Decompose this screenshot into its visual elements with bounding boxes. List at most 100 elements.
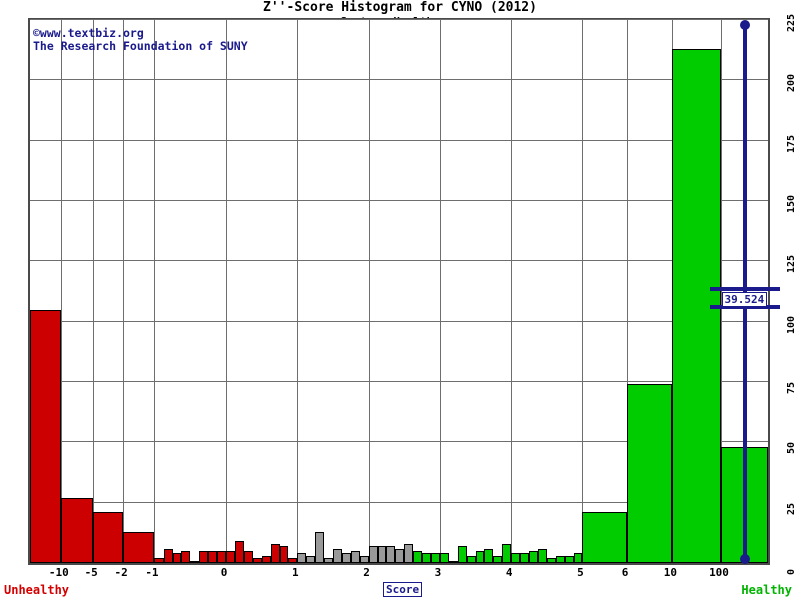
y-tick-label: 25 xyxy=(786,502,797,515)
y-tick-label: 150 xyxy=(786,194,797,213)
grid-line-vertical xyxy=(582,20,584,563)
histogram-bar xyxy=(123,531,154,563)
histogram-bar xyxy=(199,550,209,563)
y-tick-label: 125 xyxy=(786,255,797,274)
histogram-bar xyxy=(332,548,342,563)
grid-line-horizontal xyxy=(30,441,768,443)
histogram-bar xyxy=(546,558,556,563)
histogram-bar xyxy=(279,546,289,563)
histogram-bar xyxy=(502,543,512,563)
histogram-bar xyxy=(163,548,173,563)
histogram-bar xyxy=(217,550,227,563)
histogram-bar xyxy=(270,543,280,563)
histogram-bar xyxy=(582,512,628,563)
histogram-bar xyxy=(368,546,378,563)
grid-line-vertical xyxy=(123,20,125,563)
histogram-bar xyxy=(30,309,61,563)
histogram-bar xyxy=(306,555,316,563)
grid-line-horizontal xyxy=(30,501,768,503)
histogram-bar xyxy=(234,541,244,563)
histogram-bar xyxy=(466,555,476,563)
y-tick-label: 200 xyxy=(786,74,797,93)
histogram-bar xyxy=(377,546,387,563)
x-tick-label: 100 xyxy=(709,566,729,579)
histogram-bar xyxy=(386,546,396,563)
marker-cap-lower xyxy=(709,304,780,309)
histogram-bar xyxy=(413,550,423,563)
histogram-bar xyxy=(564,555,574,563)
x-tick-label: 6 xyxy=(621,566,629,579)
histogram-bar xyxy=(93,512,124,563)
histogram-bar xyxy=(181,550,191,563)
y-tick-label: 50 xyxy=(786,442,797,455)
histogram-bar xyxy=(439,553,449,563)
histogram-bar xyxy=(261,555,271,563)
histogram-bar xyxy=(573,553,583,563)
histogram-bar xyxy=(395,548,405,563)
grid-line-horizontal xyxy=(30,139,768,141)
histogram-bar xyxy=(190,560,200,563)
grid-line-vertical xyxy=(226,20,228,563)
histogram-bar xyxy=(475,550,485,563)
bars-layer xyxy=(30,20,768,563)
histogram-bar xyxy=(243,550,253,563)
plot-area: 39.524 xyxy=(28,18,780,565)
x-axis-title: Score xyxy=(383,582,423,597)
x-tick-label: 3 xyxy=(434,566,442,579)
histogram-bar xyxy=(172,553,182,563)
x-tick-label: -5 xyxy=(84,566,98,579)
histogram-bar xyxy=(208,550,218,563)
histogram-bar xyxy=(520,553,530,563)
x-tick-label: 0 xyxy=(220,566,228,579)
grid-line-horizontal xyxy=(30,19,768,20)
y-tick-label: 75 xyxy=(786,381,797,394)
histogram-bar xyxy=(288,558,298,563)
histogram-bar xyxy=(60,497,94,563)
grid-line-vertical xyxy=(297,20,299,563)
grid-line-vertical xyxy=(721,20,722,563)
histogram-bar xyxy=(555,555,565,563)
y-tick-label: 175 xyxy=(786,134,797,153)
grid-line-vertical xyxy=(368,20,370,563)
histogram-bar xyxy=(422,553,431,563)
histogram-bar xyxy=(457,546,467,563)
marker-cap-upper xyxy=(709,286,780,291)
histogram-bar xyxy=(341,553,351,563)
histogram-bar xyxy=(153,558,164,563)
x-tick-label: 10 xyxy=(663,566,678,579)
x-tick-label: -10 xyxy=(48,566,69,579)
histogram-bar xyxy=(324,558,333,563)
marker-dot-bottom xyxy=(739,554,750,564)
x-tick-label: 2 xyxy=(363,566,370,579)
histogram-bar xyxy=(484,548,494,563)
grid-line-vertical xyxy=(153,20,155,563)
unhealthy-label: Unhealthy xyxy=(4,583,70,597)
chart-title: Z''-Score Histogram for CYNO (2012) xyxy=(263,0,537,15)
copyright-note: ©www.textbiz.org The Research Foundation… xyxy=(33,26,248,53)
histogram-bar xyxy=(627,384,673,563)
histogram-bar xyxy=(430,553,440,563)
grid-line-vertical xyxy=(60,20,62,563)
histogram-bar xyxy=(529,550,538,563)
healthy-label: Healthy xyxy=(741,583,792,597)
grid-line-horizontal xyxy=(30,79,768,81)
x-tick-label: 1 xyxy=(292,566,299,579)
marker-dot-top xyxy=(739,19,750,30)
x-tick-label: 4 xyxy=(505,566,513,579)
y-tick-label: 0 xyxy=(786,568,797,575)
x-tick-label: -1 xyxy=(145,566,159,579)
grid-line-vertical xyxy=(93,20,95,563)
grid-line-horizontal xyxy=(30,320,768,322)
histogram-bar xyxy=(226,550,235,563)
grid-line-horizontal xyxy=(30,200,768,201)
marker-value-label: 39.524 xyxy=(721,291,768,307)
grid-line-horizontal xyxy=(30,260,768,262)
histogram-bar xyxy=(350,550,360,563)
histogram-bar xyxy=(537,548,547,563)
grid-line-vertical xyxy=(439,20,441,563)
histogram-bar xyxy=(511,553,521,563)
y-tick-label: 100 xyxy=(786,315,797,334)
x-tick-label: 5 xyxy=(577,566,584,579)
histogram-bar xyxy=(404,543,414,563)
